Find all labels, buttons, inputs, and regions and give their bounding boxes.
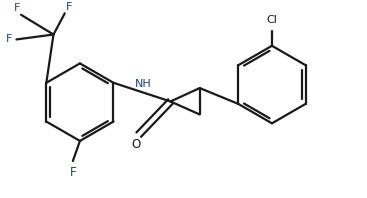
Text: F: F bbox=[14, 3, 20, 13]
Text: F: F bbox=[66, 2, 72, 12]
Text: F: F bbox=[6, 34, 12, 44]
Text: NH: NH bbox=[135, 79, 152, 89]
Text: Cl: Cl bbox=[266, 15, 277, 25]
Text: O: O bbox=[131, 138, 141, 151]
Text: F: F bbox=[70, 166, 76, 179]
